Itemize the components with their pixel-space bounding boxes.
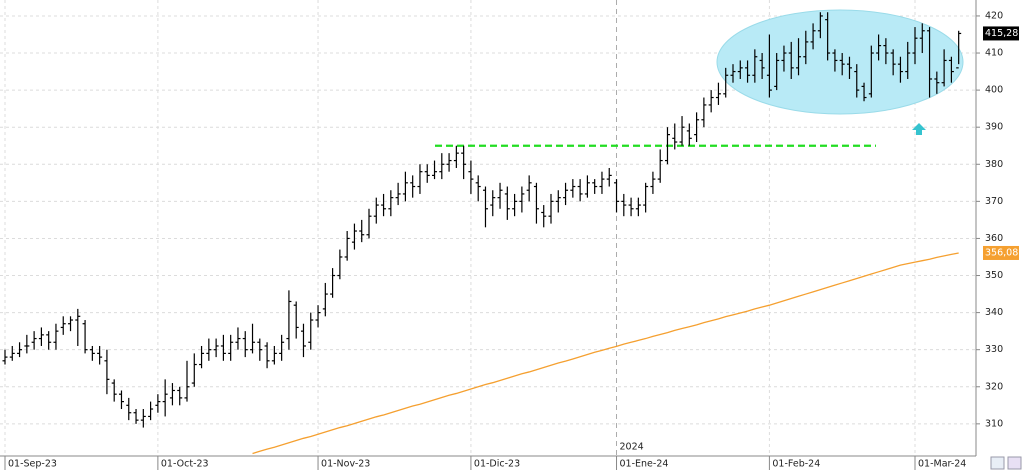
y-tick-label: 310 — [985, 418, 1003, 429]
y-tick-label: 370 — [985, 196, 1003, 207]
x-tick-label: 01-Ene-24 — [620, 459, 669, 470]
last-value-box — [983, 26, 1019, 41]
y-tick-label: 390 — [985, 122, 1003, 133]
y-tick-label: 340 — [985, 307, 1003, 318]
labels: 310 320 330 340 350 360 370 380 390 400 410 420 01-S… — [4, 10, 1019, 470]
y-tick-label: 410 — [985, 48, 1003, 59]
y-tick-label: 420 — [985, 10, 1003, 21]
average-value-box — [983, 245, 1019, 260]
arrow-icon — [912, 123, 926, 135]
y-tick-label: 330 — [985, 344, 1003, 355]
x-tick-label: 01-Dic-23 — [474, 459, 520, 470]
marks — [2, 12, 962, 455]
y-tick-label: 350 — [985, 270, 1003, 281]
y-tick-label: 400 — [985, 85, 1003, 96]
last-value-label: 415,28 — [985, 28, 1018, 39]
average-line — [252, 252, 959, 455]
average-value-label: 356,08 — [985, 247, 1018, 258]
x-tick-label: 01-Sep-23 — [8, 459, 57, 470]
x-tick-label: 01-Oct-23 — [161, 459, 209, 470]
y-tick-label: 380 — [985, 159, 1003, 170]
y-tick-label: 320 — [985, 381, 1003, 392]
y-tick-label: 360 — [985, 233, 1003, 244]
x-tick-label: 01-Nov-23 — [321, 459, 370, 470]
h-icon[interactable] — [1007, 456, 1022, 470]
year-label: 2024 — [620, 442, 644, 453]
x-tick-label: 01-Feb-24 — [772, 459, 820, 470]
x-tick-label: 01-Mar-24 — [918, 459, 966, 470]
grid — [0, 0, 976, 455]
zoom-icon[interactable] — [990, 456, 1005, 470]
highlight-ellipse — [716, 9, 964, 115]
